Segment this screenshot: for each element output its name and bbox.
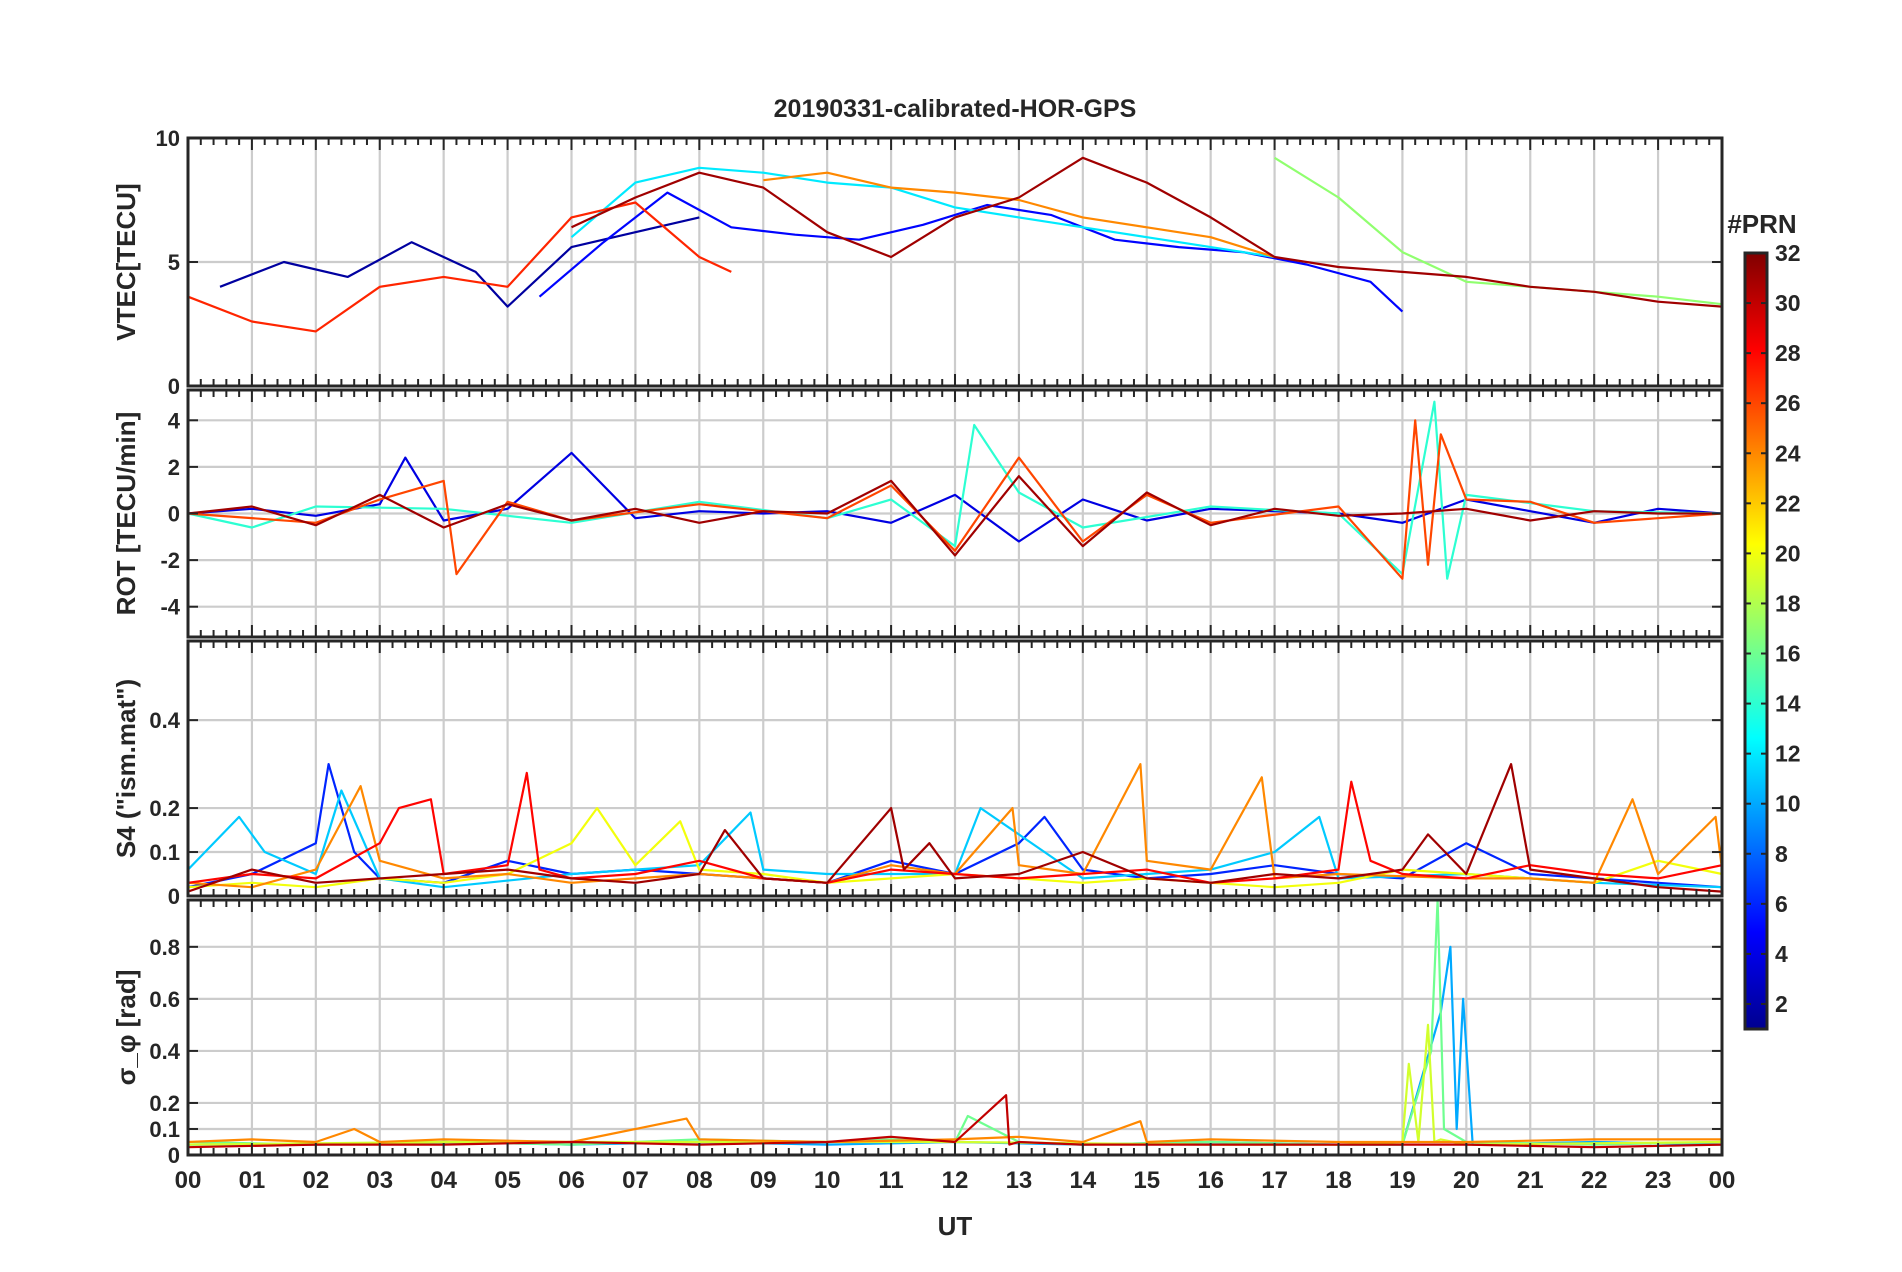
x-tick-label: 20	[1453, 1167, 1480, 1194]
panel-s4: 0 0.1 0.2 0.4 S4 ("ism.mat")	[111, 639, 1724, 909]
series-line	[538, 191, 1404, 313]
x-tick-label: 11	[878, 1167, 903, 1194]
x-tick-label: 17	[1261, 1167, 1288, 1194]
series-line	[187, 400, 1723, 580]
colorbar-gradient	[1743, 251, 1769, 1031]
colorbar-tick-label: 26	[1775, 390, 1801, 416]
y-tick-label: 0.1	[149, 1117, 180, 1142]
colorbar-tick-label: 8	[1775, 841, 1788, 867]
series-line	[763, 171, 1275, 259]
series-line	[187, 806, 1723, 889]
series-line	[187, 475, 1722, 557]
series-line	[1274, 156, 1723, 306]
colorbar-tick-label: 2	[1775, 991, 1788, 1017]
y-tick-label: 0.4	[149, 1039, 180, 1064]
series-line	[187, 771, 1723, 884]
x-tick-label: 21	[1517, 1167, 1544, 1194]
y-tick-label: 0.6	[149, 987, 180, 1012]
colorbar-tick-label: 4	[1775, 941, 1788, 967]
y-axis-label: σ_φ [rad]	[111, 970, 141, 1086]
y-tick-label: 0.2	[149, 796, 180, 821]
y-tick-label: 10	[156, 126, 180, 151]
series-line	[187, 789, 1723, 889]
colorbar-tick-label: 6	[1775, 891, 1788, 917]
series-line	[187, 1117, 1722, 1144]
colorbar-tick-label: 28	[1775, 340, 1801, 366]
x-tick-label: 19	[1389, 1167, 1416, 1194]
x-tick-label: 01	[239, 1167, 266, 1194]
series-line	[187, 201, 732, 333]
x-tick-label: 07	[622, 1167, 649, 1194]
x-tick-label: 16	[1197, 1167, 1224, 1194]
series-line	[570, 166, 1275, 259]
x-tick-label: 03	[366, 1167, 393, 1194]
x-tick-label: 05	[494, 1167, 521, 1194]
y-tick-label: 2	[168, 455, 180, 480]
y-tick-label: 0.8	[149, 935, 180, 960]
y-tick-label: 0	[168, 884, 180, 909]
y-tick-label: 0	[168, 502, 180, 527]
y-tick-label: 0.4	[149, 708, 180, 733]
colorbar-title: #PRN	[1727, 209, 1796, 239]
colorbar-tick-label: 10	[1775, 791, 1801, 817]
x-tick-label: 22	[1581, 1167, 1608, 1194]
y-tick-label: -4	[160, 595, 180, 620]
colorbar-tick-label: 12	[1775, 741, 1801, 767]
colorbar-tick-label: 32	[1775, 240, 1801, 266]
x-tick-label: 12	[942, 1167, 969, 1194]
x-tick-label: 08	[686, 1167, 713, 1194]
panel-rot: -4 -2 0 2 4 ROT [TECU/min]	[111, 388, 1724, 639]
colorbar-tick-label: 22	[1775, 490, 1801, 516]
colorbar-tick-label: 16	[1775, 641, 1801, 667]
series-line	[187, 451, 1723, 543]
y-tick-label: 0.1	[149, 840, 180, 865]
colorbar-tick-label: 18	[1775, 590, 1801, 616]
x-tick-label: 02	[302, 1167, 329, 1194]
panel-vtec: 0 5 10 VTEC[TECU]	[111, 126, 1724, 399]
x-tick-label: 10	[814, 1167, 841, 1194]
x-tick-label: 00	[1709, 1167, 1736, 1194]
x-axis-label: UT	[938, 1211, 973, 1241]
y-axis-label: S4 ("ism.mat")	[111, 679, 141, 858]
panel-sigma_phi: 00.10.2 0.4 0.6 0.8 σ_φ [rad] 00 01 02 03 04 05 06 0…	[111, 898, 1736, 1194]
y-tick-label: 5	[168, 250, 180, 275]
x-tick-label: 15	[1133, 1167, 1160, 1194]
y-axis-label: ROT [TECU/min]	[111, 412, 141, 616]
x-tick-label: 09	[750, 1167, 777, 1194]
x-tick-label: 00	[175, 1167, 202, 1194]
y-axis-label: VTEC[TECU]	[111, 183, 141, 340]
series-line	[187, 762, 1723, 893]
series-line	[571, 156, 1723, 308]
y-tick-label: -2	[160, 548, 180, 573]
series-line	[187, 1094, 1723, 1149]
colorbar-tick-label: 30	[1775, 290, 1801, 316]
series-line	[187, 419, 1723, 580]
x-tick-label: 04	[430, 1167, 457, 1194]
series-line	[187, 762, 1723, 889]
y-tick-label: 0	[168, 1143, 180, 1168]
y-tick-label: 4	[168, 408, 181, 433]
chart-title: 20190331-calibrated-HOR-GPS	[774, 95, 1137, 123]
y-tick-label: 0.2	[149, 1091, 180, 1116]
x-tick-label: 18	[1325, 1167, 1352, 1194]
series-line	[187, 1023, 1723, 1146]
x-tick-label: 23	[1645, 1167, 1672, 1194]
colorbar-tick-label: 20	[1775, 540, 1801, 566]
colorbar-tick-label: 24	[1775, 440, 1801, 466]
series-line	[219, 216, 700, 308]
x-tick-label: 13	[1006, 1167, 1033, 1194]
x-tick-label: 14	[1069, 1167, 1096, 1194]
colorbar-tick-label: 14	[1775, 691, 1801, 717]
y-tick-label: 0	[168, 374, 180, 399]
x-tick-label: 06	[558, 1167, 585, 1194]
